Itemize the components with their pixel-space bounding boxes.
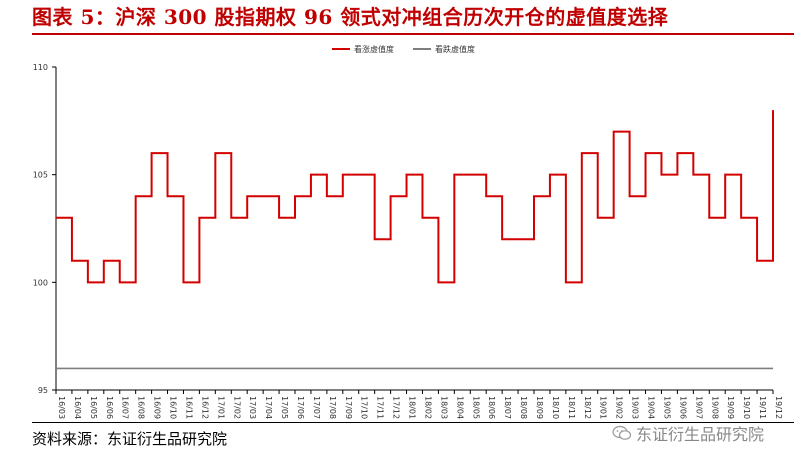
- x-tick-label: 17/09: [344, 396, 353, 419]
- x-tick-label: 19/08: [710, 396, 719, 419]
- x-tick-label: 19/06: [678, 396, 687, 419]
- x-tick-label: 17/11: [376, 396, 385, 419]
- x-tick-label: 18/06: [487, 396, 496, 419]
- x-tick-label: 17/03: [248, 396, 257, 419]
- x-tick-label: 18/07: [503, 396, 512, 419]
- x-tick-label: 19/07: [694, 396, 703, 419]
- source-note: 资料来源：东证衍生品研究院: [32, 430, 228, 448]
- x-tick-label: 19/12: [774, 396, 783, 419]
- x-tick-label: 18/02: [423, 396, 432, 419]
- x-tick-label: 16/07: [121, 396, 130, 419]
- x-tick-label: 18/03: [439, 396, 448, 419]
- legend: 看涨虚值度 看跌虚值度: [332, 44, 475, 54]
- x-tick-label: 17/04: [264, 396, 273, 419]
- x-tick-label: 18/12: [583, 396, 592, 419]
- watermark: 东证衍生品研究院: [612, 418, 764, 448]
- x-tick-label: 18/05: [471, 396, 480, 419]
- x-tick-label: 16/03: [57, 396, 66, 419]
- watermark-text: 东证衍生品研究院: [636, 425, 765, 444]
- x-tick-label: 18/04: [455, 396, 464, 419]
- title-underline: [32, 33, 794, 35]
- x-tick-label: 18/11: [567, 396, 576, 419]
- y-tick-label: 100: [33, 278, 48, 287]
- x-tick-label: 17/02: [232, 396, 241, 419]
- x-tick-label: 16/08: [137, 396, 146, 419]
- x-tick-label: 16/06: [105, 396, 114, 419]
- x-tick-label: 17/12: [392, 396, 401, 419]
- footer-divider: [32, 422, 794, 423]
- series-group: [56, 110, 774, 370]
- y-axis-ticks: 95 100 105 110: [33, 63, 56, 395]
- x-tick-label: 19/09: [726, 396, 735, 419]
- x-tick-label: 18/09: [535, 396, 544, 419]
- legend-label: 看涨虚值度: [354, 44, 394, 54]
- x-tick-label: 17/08: [328, 396, 337, 419]
- x-tick-label: 17/10: [360, 396, 369, 419]
- x-tick-label: 16/10: [169, 396, 178, 419]
- x-tick-label: 18/01: [408, 396, 417, 419]
- x-tick-label: 18/08: [519, 396, 528, 419]
- x-tick-label: 16/04: [73, 396, 82, 419]
- y-tick-label: 110: [33, 63, 48, 72]
- y-tick-label: 105: [33, 171, 48, 180]
- wechat-icon: [612, 425, 632, 440]
- axes: [55, 67, 773, 391]
- y-tick-label: 95: [38, 386, 48, 395]
- x-tick-label: 17/06: [296, 396, 305, 419]
- x-tick-label: 16/05: [89, 396, 98, 419]
- x-tick-label: 16/09: [153, 396, 162, 419]
- x-tick-label: 19/11: [758, 396, 767, 419]
- x-tick-label: 17/05: [280, 396, 289, 419]
- x-tick-label: 18/10: [551, 396, 560, 419]
- call-otm-series-line: [56, 110, 774, 284]
- legend-label: 看跌虚值度: [435, 44, 475, 54]
- x-tick-label: 19/10: [742, 396, 751, 419]
- x-tick-label: 19/03: [631, 396, 640, 419]
- x-tick-label: 17/01: [216, 396, 225, 419]
- x-tick-label: 16/11: [184, 396, 193, 419]
- x-tick-label: 16/12: [200, 396, 209, 419]
- x-tick-label: 19/02: [615, 396, 624, 419]
- x-tick-label: 19/04: [647, 396, 656, 419]
- page-title: 图表 5：沪深 300 股指期权 96 领式对冲组合历次开仓的虚值度选择: [32, 5, 669, 29]
- x-axis-ticks: 16/03 16/04 16/05 16/06 16/07 16/08 16/09 16/10…: [55, 390, 783, 419]
- x-tick-label: 19/05: [662, 396, 671, 419]
- x-tick-label: 19/01: [599, 396, 608, 419]
- x-tick-label: 17/07: [312, 396, 321, 419]
